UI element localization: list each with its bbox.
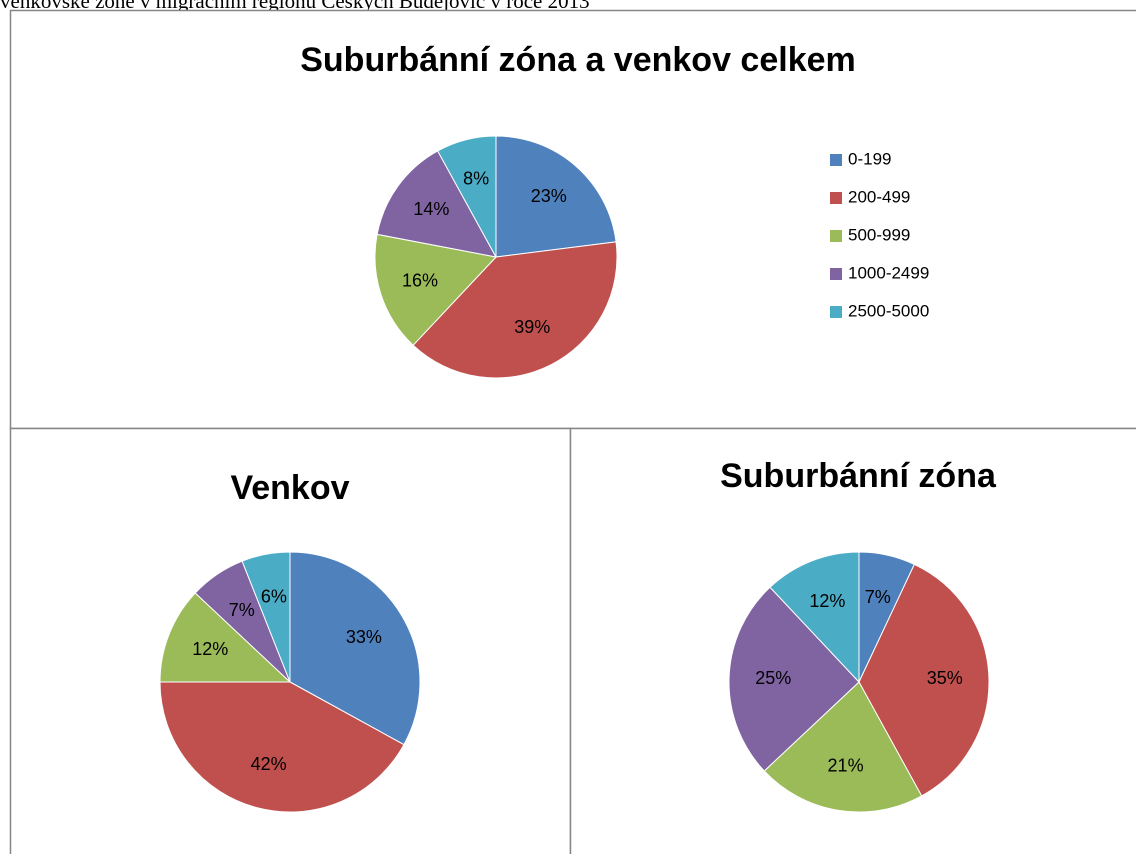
data-label: 14% xyxy=(413,199,449,219)
legend-label: 500-999 xyxy=(848,225,910,244)
legend-swatch xyxy=(830,268,842,280)
legend-label: 1000-2499 xyxy=(848,263,929,282)
pie-slice xyxy=(437,135,497,258)
data-label: 7% xyxy=(865,587,891,607)
data-label: 25% xyxy=(755,668,791,688)
data-label: 12% xyxy=(192,639,228,659)
legend-label: 2500-5000 xyxy=(848,301,929,320)
chart-title: Venkov xyxy=(230,469,349,507)
data-label: 39% xyxy=(514,317,550,337)
legend-swatch xyxy=(830,230,842,242)
legend-swatch xyxy=(830,306,842,318)
data-label: 42% xyxy=(251,754,287,774)
data-label: 8% xyxy=(463,168,489,188)
pie-slice xyxy=(769,551,860,684)
pie-slice xyxy=(763,681,923,813)
chart-title: Suburbánní zóna xyxy=(720,457,997,495)
legend-label: 200-499 xyxy=(848,187,910,206)
legend-swatch xyxy=(830,154,842,166)
pie-slice xyxy=(728,586,860,772)
pie-slice xyxy=(495,135,617,258)
pie-slice xyxy=(858,563,990,797)
data-label: 33% xyxy=(346,627,382,647)
data-label: 12% xyxy=(809,591,845,611)
data-label: 35% xyxy=(927,668,963,688)
legend-swatch xyxy=(830,192,842,204)
pie-slice xyxy=(159,681,405,813)
pie-slice xyxy=(376,150,497,258)
legend-label: 0-199 xyxy=(848,149,891,168)
chart-title: Suburbánní zóna a venkov celkem xyxy=(300,41,856,79)
pie-slice xyxy=(159,592,292,683)
data-label: 7% xyxy=(229,600,255,620)
data-label: 6% xyxy=(261,586,287,606)
pie-slice xyxy=(241,551,291,683)
data-label: 16% xyxy=(402,270,438,290)
pie-slice xyxy=(412,241,618,379)
pie-slice xyxy=(289,551,421,746)
data-label: 23% xyxy=(531,186,567,206)
pie-slice xyxy=(374,233,497,346)
data-label: 21% xyxy=(828,755,864,775)
